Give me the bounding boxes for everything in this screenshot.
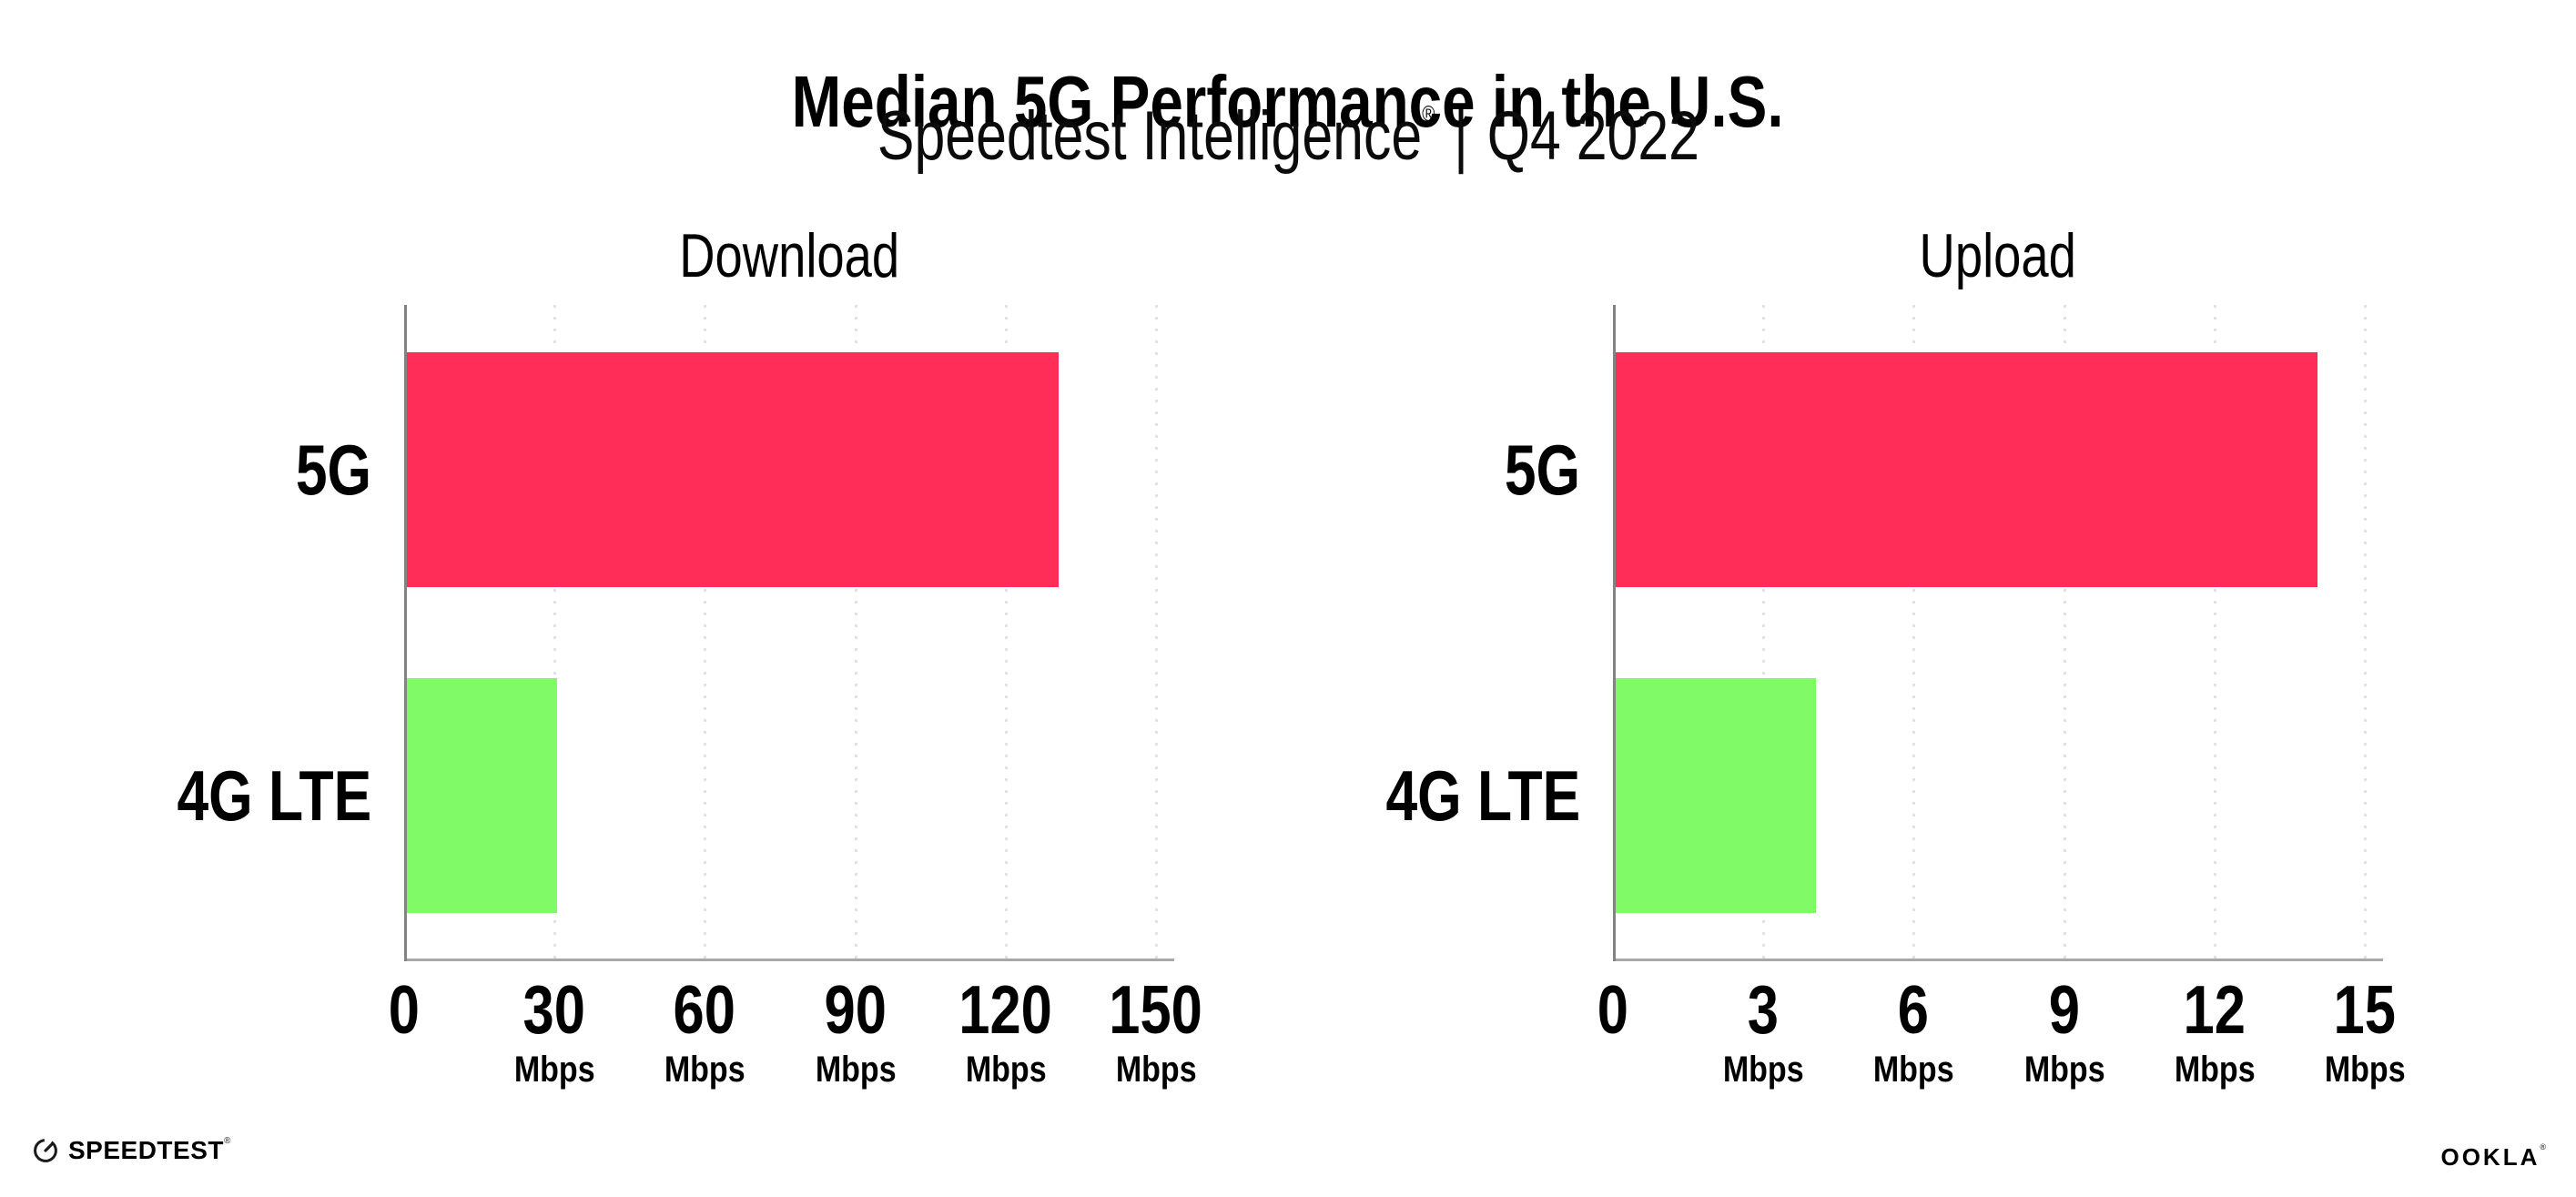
download-gridline-150 bbox=[1155, 305, 1158, 959]
upload-tick-unit-15: Mbps bbox=[2324, 1050, 2406, 1090]
speedtest-registered-mark: ® bbox=[223, 1136, 231, 1146]
upload-plot-area: 0 3 Mbps 6 Mbps 9 Mbps 12 Mbps 15 Mbps 5G 4G LTE bbox=[1385, 305, 2405, 1088]
page-title-text: Median 5G Performance in the U.S. bbox=[792, 60, 1784, 142]
speedtest-logo: SPEEDTEST® bbox=[33, 1136, 231, 1164]
download-tick-label-0: 0 bbox=[388, 971, 421, 1048]
download-tick-unit-120: Mbps bbox=[965, 1050, 1047, 1090]
download-x-axis-line bbox=[404, 959, 1174, 961]
upload-gridline-12 bbox=[2214, 305, 2216, 959]
download-tick-unit-90: Mbps bbox=[815, 1050, 897, 1090]
upload-tick-unit-12: Mbps bbox=[2174, 1050, 2256, 1090]
download-tick-unit-60: Mbps bbox=[664, 1050, 745, 1090]
speedtest-wordmark: SPEEDTEST® bbox=[68, 1136, 231, 1164]
upload-tick-label-15: 15 bbox=[2333, 971, 2397, 1048]
upload-tick-label-6: 6 bbox=[1897, 971, 1930, 1048]
upload-tick-unit-6: Mbps bbox=[1872, 1050, 1954, 1090]
upload-chart-title: Upload bbox=[1919, 221, 2077, 290]
subtitle-brand: Speedtest Intelligence bbox=[877, 97, 1422, 175]
subtitle-separator: | bbox=[1453, 97, 1468, 175]
download-tick-label-150: 150 bbox=[1109, 971, 1203, 1048]
upload-x-axis-line bbox=[1613, 959, 2383, 961]
ookla-registered-mark: ® bbox=[2540, 1142, 2546, 1151]
upload-tick-label-12: 12 bbox=[2183, 971, 2246, 1048]
upload-gridline-3 bbox=[1762, 305, 1765, 959]
download-tick-label-120: 120 bbox=[958, 971, 1053, 1048]
download-gridline-120 bbox=[1005, 305, 1008, 959]
download-bar-5g bbox=[407, 352, 1059, 587]
registered-mark: ® bbox=[1421, 102, 1435, 127]
download-tick-label-90: 90 bbox=[824, 971, 887, 1048]
upload-gridline-9 bbox=[2064, 305, 2066, 959]
upload-category-label-5g: 5G bbox=[1504, 430, 1580, 510]
ookla-logo: OOKLA® bbox=[2440, 1142, 2546, 1171]
page-subtitle: Speedtest Intelligence® | Q4 2022 bbox=[0, 98, 2576, 175]
upload-bar-5g bbox=[1616, 352, 2317, 587]
download-tick-unit-150: Mbps bbox=[1115, 1050, 1197, 1090]
download-tick-label-60: 60 bbox=[673, 971, 736, 1048]
upload-y-axis-line bbox=[1613, 305, 1616, 961]
download-category-label-5g: 5G bbox=[295, 430, 371, 510]
upload-gridline-15 bbox=[2364, 305, 2367, 959]
download-category-label-4g-lte: 4G LTE bbox=[177, 756, 371, 836]
subtitle-period: Q4 2022 bbox=[1486, 97, 1699, 175]
upload-bar-4g-lte bbox=[1616, 678, 1816, 913]
upload-tick-label-3: 3 bbox=[1747, 971, 1780, 1048]
download-y-axis-line bbox=[404, 305, 407, 961]
download-gridline-90 bbox=[855, 305, 857, 959]
upload-category-label-4g-lte: 4G LTE bbox=[1385, 756, 1580, 836]
ookla-wordmark: OOKLA® bbox=[2440, 1142, 2546, 1171]
upload-tick-label-0: 0 bbox=[1597, 971, 1629, 1048]
download-tick-label-30: 30 bbox=[522, 971, 586, 1048]
download-gridline-30 bbox=[553, 305, 556, 959]
download-tick-unit-30: Mbps bbox=[513, 1050, 595, 1090]
page-title: Median 5G Performance in the U.S. bbox=[0, 60, 2576, 142]
download-gridline-60 bbox=[704, 305, 706, 959]
upload-tick-unit-3: Mbps bbox=[1722, 1050, 1804, 1090]
download-bar-4g-lte bbox=[407, 678, 557, 913]
upload-tick-label-9: 9 bbox=[2048, 971, 2081, 1048]
download-chart-title: Download bbox=[679, 221, 899, 290]
upload-gridline-6 bbox=[1912, 305, 1915, 959]
download-plot-area: 0 30 Mbps 60 Mbps 90 Mbps 120 Mbps 150 Mbps 5G 4G LT… bbox=[177, 305, 1202, 1088]
upload-tick-unit-9: Mbps bbox=[2023, 1050, 2105, 1090]
speedtest-gauge-icon bbox=[34, 1139, 57, 1162]
